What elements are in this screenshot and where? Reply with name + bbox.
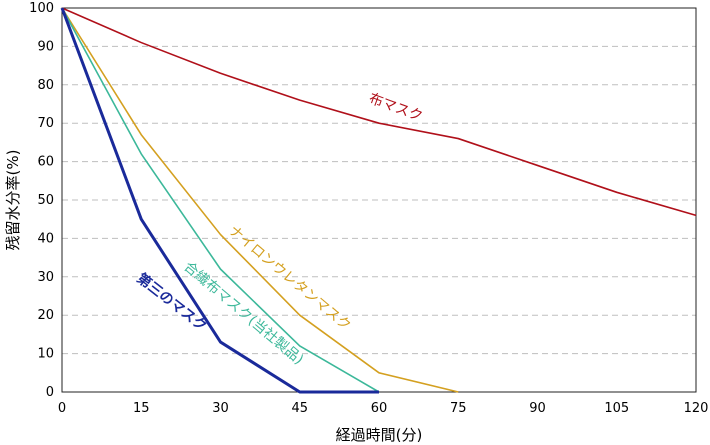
y-tick-label: 80 — [37, 78, 54, 93]
grid — [62, 45, 696, 355]
y-tick-label: 20 — [37, 308, 54, 323]
y-axis-title: 残留水分率(%) — [4, 150, 22, 251]
series-lines — [60, 7, 697, 394]
y-tick-label: 0 — [46, 385, 54, 400]
x-tick-label: 45 — [291, 401, 308, 416]
x-tick-label: 75 — [450, 401, 467, 416]
y-tick-label: 70 — [37, 116, 54, 131]
y-tick-label: 10 — [37, 347, 54, 362]
x-tick-label: 120 — [684, 401, 709, 416]
x-tick-label: 105 — [604, 401, 629, 416]
x-tick-label: 90 — [529, 401, 546, 416]
y-tick-label: 50 — [37, 193, 54, 208]
x-tick-label: 0 — [58, 401, 66, 416]
y-tick-label: 100 — [29, 1, 54, 16]
y-tick-label: 60 — [37, 155, 54, 170]
series-line-0 — [61, 7, 697, 217]
series-label-cloth: 布マスク — [367, 91, 425, 125]
y-tick-label: 40 — [37, 231, 54, 246]
series-line-1 — [61, 7, 459, 393]
tick-labels: 0 10 20 30 40 50 60 70 80 90 100 0 15 30 45 60 75 90 105 12… — [29, 1, 708, 416]
series-line-2 — [61, 7, 380, 393]
x-tick-label: 15 — [133, 401, 150, 416]
y-tick-label: 30 — [37, 270, 54, 285]
y-tick-label: 90 — [37, 39, 54, 54]
x-tick-label: 60 — [371, 401, 388, 416]
x-axis-title: 経過時間(分) — [336, 426, 423, 444]
x-tick-label: 30 — [212, 401, 229, 416]
series-line-3 — [60, 7, 379, 394]
